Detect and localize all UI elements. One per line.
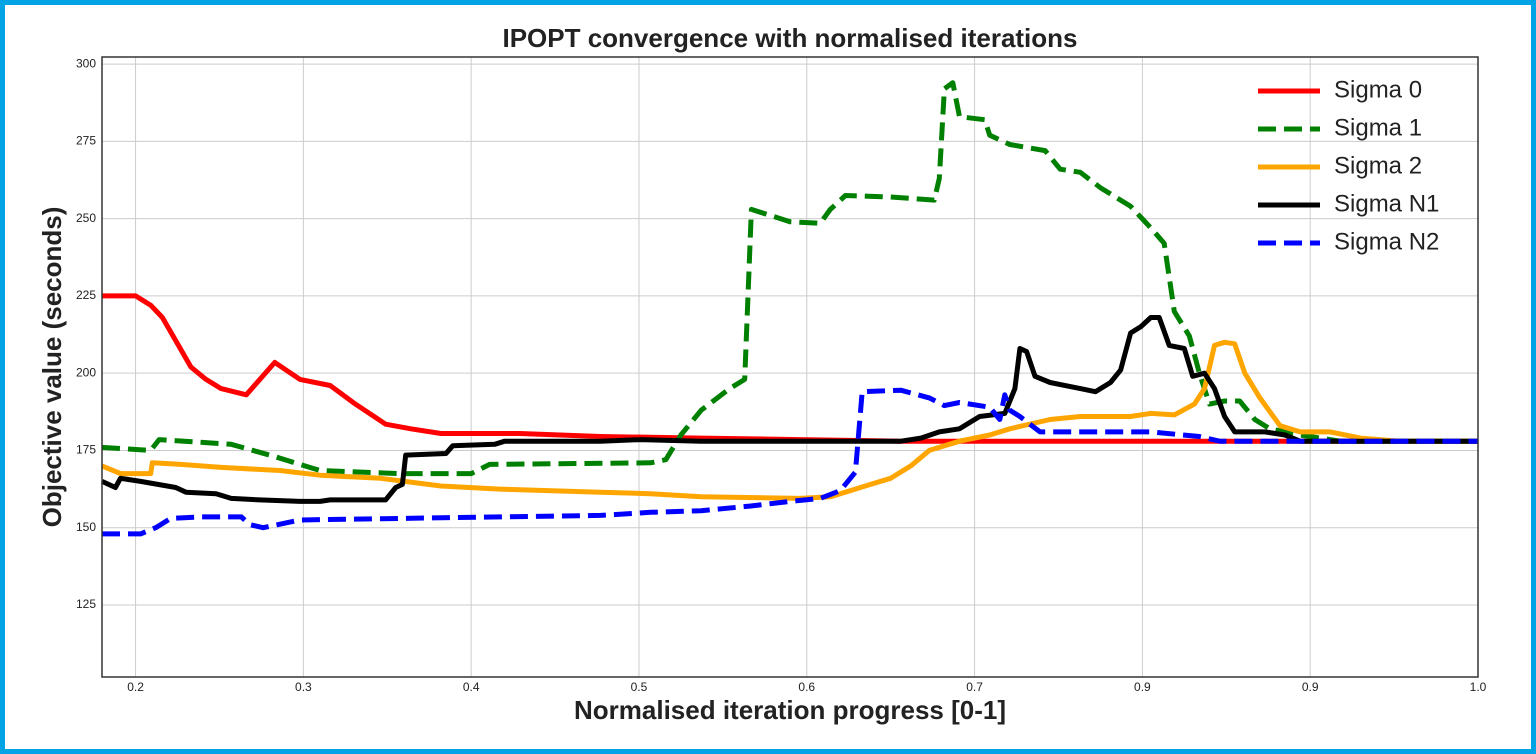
y-axis-label: Objective value (seconds) bbox=[37, 207, 67, 528]
x-tick-label: 0.5 bbox=[631, 680, 648, 694]
legend-label: Sigma 2 bbox=[1334, 152, 1422, 179]
x-tick-label: 0.4 bbox=[463, 680, 480, 694]
x-tick-label: 0.3 bbox=[295, 680, 312, 694]
y-tick-label: 200 bbox=[76, 365, 96, 379]
x-tick-label: 0.9 bbox=[1134, 680, 1151, 694]
series-line bbox=[100, 315, 1478, 504]
series-line bbox=[102, 387, 1478, 537]
y-tick-label: 275 bbox=[76, 134, 96, 148]
x-tick-label: 0.7 bbox=[966, 680, 983, 694]
legend: Sigma 0 Sigma 1 Sigma 2 Sigma N1 Sigma N2 bbox=[1258, 76, 1439, 255]
y-tick-label: 225 bbox=[76, 288, 96, 302]
legend-label: Sigma N2 bbox=[1334, 228, 1439, 255]
chart-title: IPOPT convergence with normalised iterat… bbox=[502, 23, 1077, 53]
plot-area bbox=[102, 57, 1478, 677]
lines bbox=[100, 80, 1478, 537]
x-tick-label: 0.2 bbox=[127, 680, 144, 694]
y-tick-label: 175 bbox=[76, 443, 96, 457]
y-tick-label: 150 bbox=[76, 520, 96, 534]
series-line bbox=[101, 80, 1478, 477]
plot-frame bbox=[101, 56, 1479, 678]
grid bbox=[102, 57, 1479, 677]
y-tick-label: 250 bbox=[76, 211, 96, 225]
legend-label: Sigma 0 bbox=[1334, 76, 1422, 103]
x-axis-label: Normalised iteration progress [0-1] bbox=[574, 695, 1006, 725]
y-tick-label: 300 bbox=[76, 56, 96, 70]
series-line bbox=[102, 293, 1478, 444]
legend-label: Sigma 1 bbox=[1334, 114, 1422, 141]
legend-label: Sigma N1 bbox=[1334, 190, 1439, 217]
series-line bbox=[101, 339, 1478, 501]
x-tick-label: 0.9 bbox=[1302, 680, 1319, 694]
x-tick-label: 1.0 bbox=[1470, 680, 1487, 694]
x-tick-label: 0.6 bbox=[798, 680, 815, 694]
y-tick-label: 125 bbox=[76, 597, 96, 611]
